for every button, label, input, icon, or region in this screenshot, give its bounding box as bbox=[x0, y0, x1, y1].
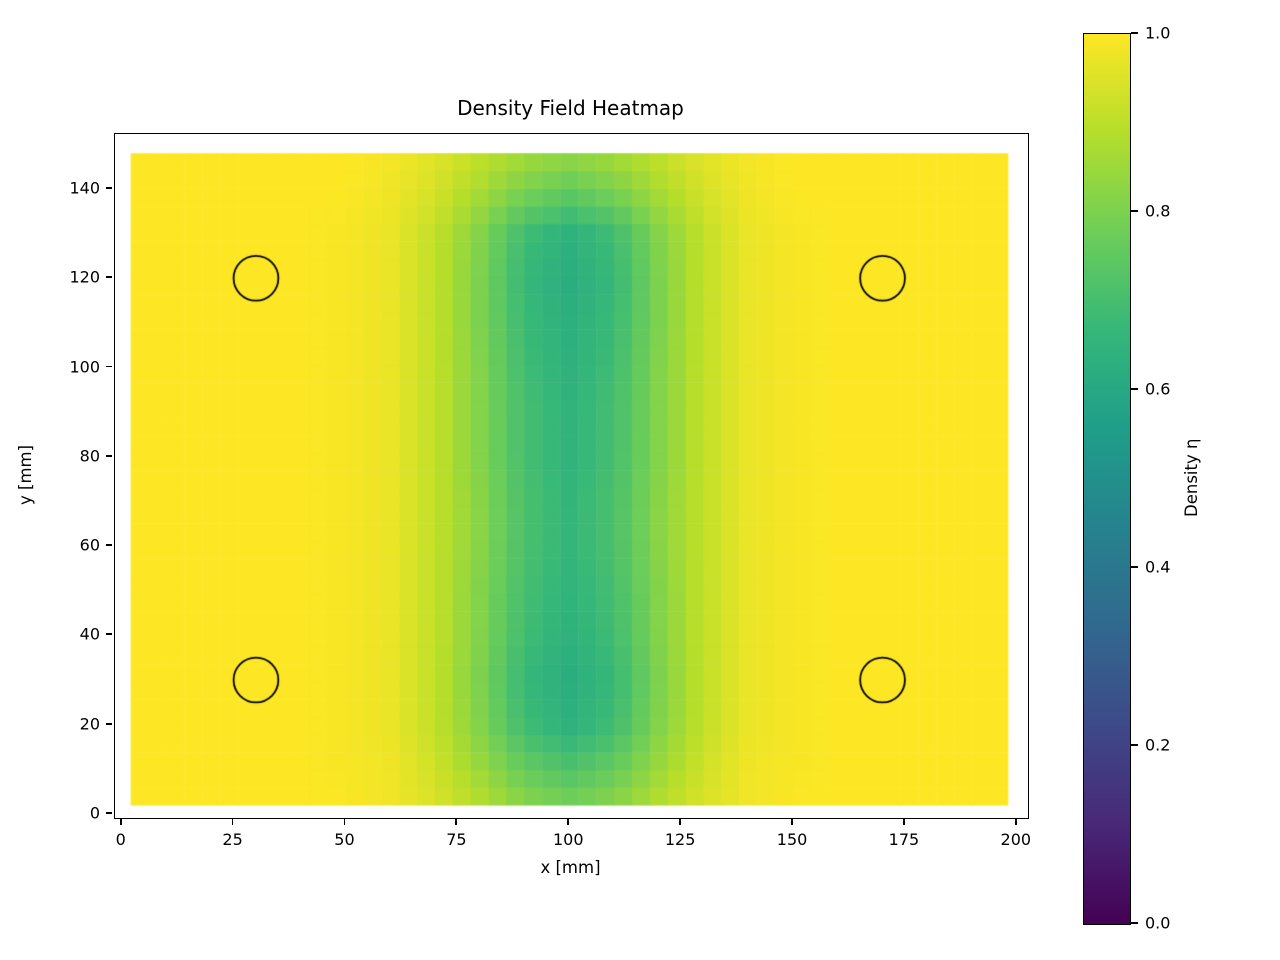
y-tick-mark bbox=[106, 633, 112, 636]
y-axis-label: y [mm] bbox=[16, 444, 35, 506]
y-tick-label: 40 bbox=[79, 624, 100, 644]
colorbar-tick-label: 1.0 bbox=[1145, 23, 1171, 43]
colorbar-tick-mark bbox=[1131, 388, 1138, 390]
x-tick-label: 50 bbox=[334, 830, 355, 849]
y-tick-mark bbox=[106, 812, 112, 814]
x-tick-label: 100 bbox=[552, 830, 584, 849]
y-tick-label: 20 bbox=[79, 714, 100, 734]
x-tick-mark bbox=[231, 819, 234, 825]
axes-frame bbox=[114, 133, 1029, 819]
colorbar-tick-label: 0.8 bbox=[1145, 201, 1171, 221]
x-tick-mark bbox=[455, 819, 458, 825]
colorbar-tick-label: 0.2 bbox=[1145, 735, 1171, 755]
x-tick-mark bbox=[343, 819, 346, 825]
colorbar-tick-mark bbox=[1131, 566, 1138, 568]
x-tick-mark bbox=[679, 819, 682, 825]
y-tick-mark bbox=[106, 365, 112, 368]
y-tick-label: 100 bbox=[69, 357, 100, 376]
y-tick-mark bbox=[106, 722, 112, 725]
colorbar-tick-label: 0.4 bbox=[1145, 557, 1171, 577]
colorbar-tick-label: 0.6 bbox=[1145, 379, 1171, 399]
x-tick-mark bbox=[903, 819, 905, 825]
x-tick-label: 175 bbox=[888, 830, 920, 849]
colorbar bbox=[1083, 33, 1131, 925]
y-tick-mark bbox=[106, 187, 112, 189]
x-tick-mark bbox=[1014, 819, 1017, 825]
y-tick-label: 120 bbox=[69, 267, 100, 287]
colorbar-tick-mark bbox=[1131, 210, 1138, 212]
heatmap-canvas bbox=[115, 134, 1028, 818]
y-tick-mark bbox=[106, 276, 112, 279]
colorbar-tick-mark bbox=[1131, 922, 1138, 924]
x-tick-label: 125 bbox=[664, 830, 696, 849]
colorbar-tick-label: 0.0 bbox=[1145, 913, 1171, 933]
x-tick-mark bbox=[119, 819, 122, 825]
x-axis-label: x [mm] bbox=[540, 858, 601, 877]
x-tick-mark bbox=[791, 819, 793, 825]
y-tick-mark bbox=[106, 454, 112, 457]
plot-title: Density Field Heatmap bbox=[457, 96, 684, 120]
y-tick-label: 80 bbox=[79, 446, 100, 466]
x-tick-label: 25 bbox=[222, 830, 243, 849]
y-tick-label: 0 bbox=[89, 803, 100, 823]
colorbar-label: Density η bbox=[1182, 438, 1201, 518]
x-tick-mark bbox=[567, 819, 570, 825]
y-tick-mark bbox=[106, 544, 112, 546]
x-tick-label: 200 bbox=[1000, 830, 1032, 849]
y-tick-label: 140 bbox=[69, 178, 100, 198]
x-tick-label: 0 bbox=[115, 830, 126, 849]
x-tick-label: 75 bbox=[446, 830, 467, 849]
y-tick-label: 60 bbox=[79, 535, 100, 555]
colorbar-tick-mark bbox=[1131, 744, 1138, 746]
colorbar-tick-mark bbox=[1131, 32, 1138, 34]
x-tick-label: 150 bbox=[776, 830, 808, 849]
